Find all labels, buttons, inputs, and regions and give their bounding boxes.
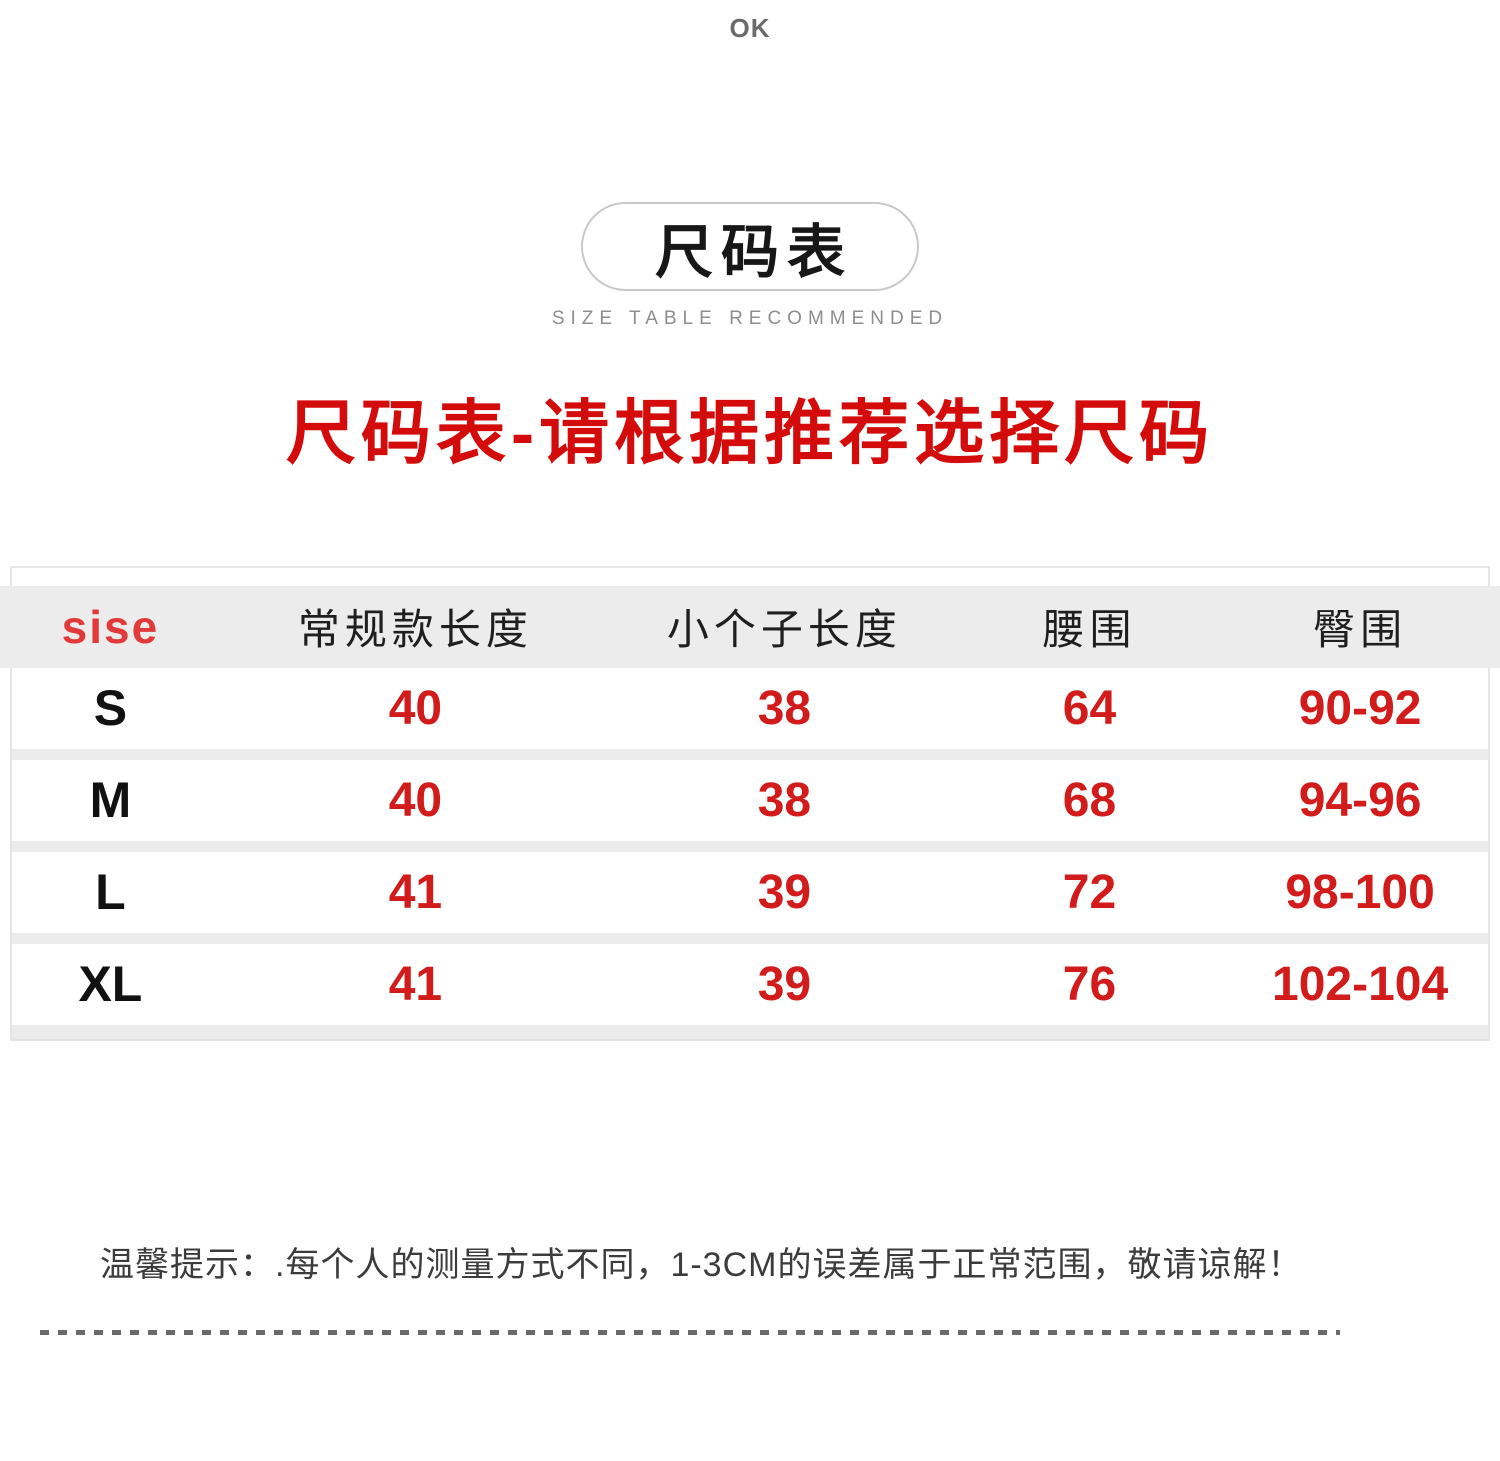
column-header: 臀围 xyxy=(1313,606,1408,654)
table-row-grid: XL 41 39 76 102-104 xyxy=(12,944,1488,1025)
table-bottom-strip xyxy=(12,1024,1488,1039)
measurement-value: 98-100 xyxy=(1285,865,1435,919)
measurement-value: 68 xyxy=(1062,773,1117,827)
size-table-subtitle: SIZE TABLE RECOMMENDED xyxy=(551,308,949,329)
measurement-value: 94-96 xyxy=(1298,773,1422,827)
table-row-grid: S 40 38 64 90-92 xyxy=(12,668,1488,749)
column-header: 常规款长度 xyxy=(297,606,533,654)
size-table-badge-title: 尺码表 xyxy=(654,219,853,285)
measurement-value: 72 xyxy=(1062,865,1117,919)
measurement-value: 40 xyxy=(388,681,443,735)
column-header-sise: sise xyxy=(61,600,160,653)
table-row: XL 41 39 76 102-104 xyxy=(12,943,1488,1025)
table-body: S 40 38 64 90-92 M 40 38 68 94-96 L 41 39 72 98-100 XL 4… xyxy=(12,667,1488,1025)
row-gutter xyxy=(12,840,1488,852)
table-row: S 40 38 64 90-92 xyxy=(12,667,1488,749)
row-gutter xyxy=(12,932,1488,944)
top-ok-label: OK xyxy=(729,13,771,43)
measurement-value: 38 xyxy=(757,773,812,827)
table-row-grid: M 40 38 68 94-96 xyxy=(12,760,1488,841)
size-label: XL xyxy=(78,956,143,1013)
size-label: L xyxy=(95,864,126,921)
table-row: L 41 39 72 98-100 xyxy=(12,851,1488,933)
measurement-value: 102-104 xyxy=(1272,957,1449,1011)
table-header-row: sise 常规款长度 小个子长度 腰围 臀围 xyxy=(0,585,1500,668)
measurement-value: 39 xyxy=(757,957,812,1011)
column-header: 腰围 xyxy=(1042,606,1137,654)
size-label: M xyxy=(89,772,132,829)
page-title: 尺码表-请根据推荐选择尺码 xyxy=(285,394,1215,472)
column-header: 小个子长度 xyxy=(666,606,902,654)
measurement-value: 40 xyxy=(388,773,443,827)
measurement-note: 温馨提示：.每个人的测量方式不同，1-3CM的误差属于正常范围，敬请谅解！ xyxy=(100,1245,1303,1284)
measurement-value: 38 xyxy=(757,681,812,735)
table-row: M 40 38 68 94-96 xyxy=(12,759,1488,841)
measurement-value: 41 xyxy=(388,865,443,919)
size-table: sise 常规款长度 小个子长度 腰围 臀围 S 40 38 64 90-92 M 40 38 68 94… xyxy=(0,565,1500,1041)
size-table-badge: 尺码表 xyxy=(581,202,919,291)
measurement-value: 76 xyxy=(1062,957,1117,1011)
size-label: S xyxy=(93,680,128,737)
row-gutter xyxy=(12,748,1488,760)
dashed-divider xyxy=(40,1329,1340,1335)
measurement-value: 90-92 xyxy=(1298,681,1422,735)
measurement-value: 64 xyxy=(1062,681,1117,735)
table-header-grid: sise 常规款长度 小个子长度 腰围 臀围 xyxy=(12,586,1488,668)
table-top-strip xyxy=(12,567,1488,586)
measurement-value: 41 xyxy=(388,957,443,1011)
table-row-grid: L 41 39 72 98-100 xyxy=(12,852,1488,933)
measurement-value: 39 xyxy=(757,865,812,919)
